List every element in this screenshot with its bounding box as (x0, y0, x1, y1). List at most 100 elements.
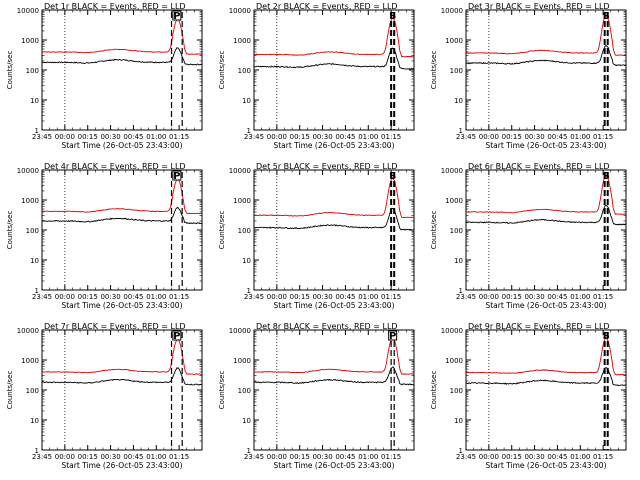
plot-frame (253, 169, 415, 291)
y-tick-label: 10 (454, 97, 463, 105)
detector-panel: Det 3r BLACK = Events, RED = LLD 1 10 100 10… (430, 2, 627, 150)
x-axis-label: Start Time (26-Oct-05 23:43:00) (485, 141, 606, 150)
y-axis-label: Counts/sec (6, 211, 14, 250)
y-tick-label: 1000 (445, 197, 463, 205)
flag-box (172, 170, 182, 181)
x-tick-label: 00:00 (55, 453, 75, 461)
y-tick-label: 1 (247, 287, 251, 295)
y-axis-label: Counts/sec (218, 211, 226, 250)
y-axis-label: Counts/sec (218, 371, 226, 410)
y-axis-label: Counts/sec (430, 371, 438, 410)
y-tick-label: 10 (454, 417, 463, 425)
x-tick-label: 23:45 (456, 293, 476, 301)
chart-title: Det 8r BLACK = Events, RED = LLD (256, 322, 398, 331)
x-tick-label: 00:30 (524, 133, 544, 141)
y-tick-label: 100 (26, 67, 39, 75)
x-tick-label: 01:15 (381, 133, 401, 141)
lld-series-line (41, 178, 202, 215)
x-tick-label: 01:15 (593, 453, 613, 461)
x-axis-label: Start Time (26-Oct-05 23:43:00) (273, 301, 394, 310)
lld-series-line (41, 18, 203, 55)
y-tick-label: 1 (35, 447, 39, 455)
lld-series-line (465, 337, 627, 376)
events-series-line (465, 367, 627, 386)
x-axis-label: Start Time (26-Oct-05 23:43:00) (61, 141, 182, 150)
x-tick-label: 00:00 (479, 293, 499, 301)
x-tick-label: 01:15 (593, 293, 613, 301)
y-tick-label: 10 (242, 417, 251, 425)
x-tick-label: 00:30 (100, 133, 120, 141)
y-axis-label: Counts/sec (6, 371, 14, 410)
x-tick-label: 00:45 (547, 293, 567, 301)
x-tick-label: 00:45 (123, 453, 143, 461)
events-series-line (254, 207, 415, 231)
flag-letter: P (173, 11, 180, 22)
y-tick-label: 10000 (229, 167, 251, 175)
events-series-line (41, 47, 203, 66)
y-tick-label: 1000 (21, 37, 39, 45)
x-tick-label: 23:45 (32, 293, 52, 301)
x-tick-label: 00:15 (290, 293, 310, 301)
y-tick-label: 10000 (441, 327, 463, 335)
plot-frame (253, 329, 415, 451)
y-tick-label: 10000 (229, 7, 251, 15)
x-tick-label: 00:45 (123, 293, 143, 301)
x-tick-label: 23:45 (244, 133, 264, 141)
events-series-line (465, 44, 627, 67)
chart-title: Det 5r BLACK = Events, RED = LLD (256, 162, 398, 171)
y-tick-label: 100 (26, 227, 39, 235)
y-tick-label: 1 (247, 447, 251, 455)
flag-letter: P (173, 171, 180, 182)
detector-panel: Det 5r BLACK = Events, RED = LLD 1 10 100 10… (218, 162, 415, 310)
x-tick-label: 01:00 (570, 453, 590, 461)
x-tick-label: 00:45 (335, 133, 355, 141)
y-tick-label: 1000 (233, 37, 251, 45)
x-axis-label: Start Time (26-Oct-05 23:43:00) (485, 301, 606, 310)
lld-series-line (41, 338, 203, 375)
x-tick-label: 01:00 (146, 293, 166, 301)
x-tick-label: 01:00 (570, 133, 590, 141)
x-tick-label: 00:15 (502, 133, 522, 141)
chart-title: Det 3r BLACK = Events, RED = LLD (468, 2, 610, 11)
detector-panel: Det 7r BLACK = Events, RED = LLD 1 10 100 10… (6, 322, 203, 470)
plot-frame (41, 329, 203, 451)
lld-series-line (253, 17, 415, 58)
x-tick-label: 00:15 (290, 133, 310, 141)
x-tick-label: 23:45 (244, 293, 264, 301)
x-tick-label: 01:15 (169, 453, 189, 461)
y-tick-label: 1 (35, 287, 39, 295)
y-tick-label: 1000 (445, 37, 463, 45)
y-tick-label: 10000 (441, 167, 463, 175)
x-tick-label: 00:30 (524, 293, 544, 301)
x-tick-label: 01:15 (593, 133, 613, 141)
y-tick-label: 1 (459, 127, 463, 135)
x-tick-label: 23:45 (456, 133, 476, 141)
events-series-line (42, 367, 203, 386)
x-tick-label: 00:00 (479, 453, 499, 461)
y-tick-label: 10000 (17, 7, 39, 15)
detector-panel: Det 6r BLACK = Events, RED = LLD 1 10 100 10… (430, 162, 627, 310)
flag-box (388, 330, 398, 341)
y-tick-label: 1000 (21, 357, 39, 365)
y-tick-label: 10000 (17, 167, 39, 175)
plot-frame (465, 329, 627, 451)
x-tick-label: 00:15 (78, 133, 98, 141)
flag-box (172, 330, 182, 341)
x-tick-label: 01:15 (169, 293, 189, 301)
x-tick-label: 00:45 (547, 133, 567, 141)
y-tick-label: 10 (454, 257, 463, 265)
flag-letter: S (603, 331, 610, 342)
x-tick-label: 00:30 (100, 453, 120, 461)
detector-panel: Det 1r BLACK = Events, RED = LLD 1 10 100 10… (6, 2, 203, 150)
y-tick-label: 1 (247, 127, 251, 135)
y-tick-label: 1000 (233, 357, 251, 365)
x-tick-label: 00:45 (123, 133, 143, 141)
events-series-line (41, 206, 203, 225)
x-tick-label: 00:00 (55, 293, 75, 301)
chart-title: Det 6r BLACK = Events, RED = LLD (468, 162, 610, 171)
x-tick-label: 23:45 (244, 453, 264, 461)
chart-title: Det 9r BLACK = Events, RED = LLD (468, 322, 610, 331)
y-tick-label: 100 (450, 67, 463, 75)
x-axis-label: Start Time (26-Oct-05 23:43:00) (485, 461, 606, 470)
